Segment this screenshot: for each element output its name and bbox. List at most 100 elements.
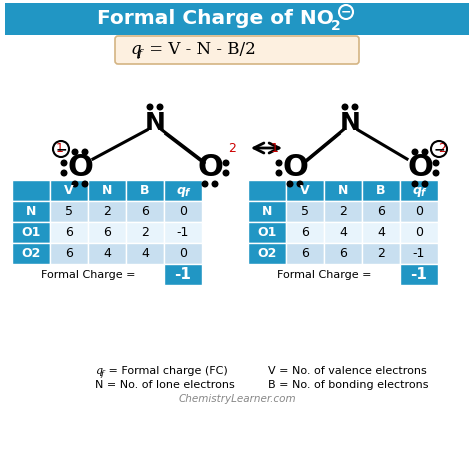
Text: Formal Charge =: Formal Charge = bbox=[41, 270, 135, 280]
Bar bbox=[12, 180, 50, 201]
Text: -1: -1 bbox=[410, 267, 428, 282]
Text: q: q bbox=[176, 184, 185, 197]
Text: V: V bbox=[300, 184, 310, 197]
Circle shape bbox=[352, 104, 358, 110]
Text: 6: 6 bbox=[339, 247, 347, 260]
Text: V = No. of valence electrons: V = No. of valence electrons bbox=[268, 366, 427, 376]
Bar bbox=[400, 201, 438, 222]
Text: O: O bbox=[197, 154, 223, 183]
Circle shape bbox=[422, 149, 428, 155]
Bar bbox=[12, 264, 202, 285]
Text: O2: O2 bbox=[21, 247, 41, 260]
Circle shape bbox=[223, 170, 229, 176]
Circle shape bbox=[82, 149, 88, 155]
Text: 4: 4 bbox=[377, 226, 385, 239]
Text: = Formal charge (FC): = Formal charge (FC) bbox=[105, 366, 228, 376]
Bar bbox=[400, 264, 438, 285]
Bar bbox=[5, 3, 469, 35]
Text: f: f bbox=[421, 188, 425, 198]
Text: 0: 0 bbox=[179, 205, 187, 218]
Text: 0: 0 bbox=[179, 247, 187, 260]
Bar bbox=[324, 201, 362, 222]
Bar bbox=[248, 264, 438, 285]
Circle shape bbox=[147, 104, 153, 110]
Bar bbox=[164, 222, 202, 243]
Text: O2: O2 bbox=[257, 247, 277, 260]
Bar bbox=[88, 222, 126, 243]
Bar bbox=[50, 222, 88, 243]
Bar bbox=[362, 180, 400, 201]
Text: Formal Charge of NO: Formal Charge of NO bbox=[97, 10, 333, 29]
Bar bbox=[400, 180, 438, 201]
Text: q: q bbox=[131, 42, 142, 58]
Bar bbox=[164, 201, 202, 222]
Bar bbox=[362, 243, 400, 264]
Circle shape bbox=[276, 160, 282, 166]
Bar bbox=[400, 243, 438, 264]
Bar bbox=[88, 243, 126, 264]
Text: f: f bbox=[138, 49, 142, 59]
Bar bbox=[88, 180, 126, 201]
Bar bbox=[324, 180, 362, 201]
Bar bbox=[126, 201, 164, 222]
Bar bbox=[248, 180, 286, 201]
Text: 2: 2 bbox=[103, 205, 111, 218]
FancyBboxPatch shape bbox=[115, 36, 359, 64]
Text: 6: 6 bbox=[301, 247, 309, 260]
Text: O1: O1 bbox=[21, 226, 41, 239]
Bar bbox=[126, 243, 164, 264]
Bar bbox=[362, 201, 400, 222]
Circle shape bbox=[433, 170, 439, 176]
Text: N: N bbox=[262, 205, 272, 218]
Bar bbox=[12, 201, 50, 222]
Text: q: q bbox=[95, 366, 102, 376]
Text: N: N bbox=[145, 111, 165, 135]
Text: O: O bbox=[407, 154, 433, 183]
Text: 1: 1 bbox=[271, 141, 279, 154]
Circle shape bbox=[276, 170, 282, 176]
Text: 5: 5 bbox=[301, 205, 309, 218]
Text: 2: 2 bbox=[377, 247, 385, 260]
Text: 6: 6 bbox=[301, 226, 309, 239]
Circle shape bbox=[82, 181, 88, 187]
Circle shape bbox=[61, 160, 67, 166]
Bar bbox=[362, 222, 400, 243]
Text: q: q bbox=[412, 184, 421, 197]
Text: 6: 6 bbox=[65, 226, 73, 239]
Bar bbox=[50, 180, 88, 201]
Text: 4: 4 bbox=[339, 226, 347, 239]
Circle shape bbox=[422, 181, 428, 187]
Text: 6: 6 bbox=[65, 247, 73, 260]
Text: 6: 6 bbox=[141, 205, 149, 218]
Bar bbox=[324, 222, 362, 243]
Text: N: N bbox=[102, 184, 112, 197]
Bar bbox=[286, 222, 324, 243]
Circle shape bbox=[61, 170, 67, 176]
Bar bbox=[50, 201, 88, 222]
Bar bbox=[164, 180, 202, 201]
Text: 2: 2 bbox=[438, 141, 446, 154]
Text: 0: 0 bbox=[415, 205, 423, 218]
Text: O: O bbox=[67, 154, 93, 183]
Bar bbox=[50, 243, 88, 264]
Text: 2: 2 bbox=[331, 19, 341, 33]
Text: B: B bbox=[376, 184, 386, 197]
Text: 4: 4 bbox=[141, 247, 149, 260]
Text: N: N bbox=[339, 111, 360, 135]
Text: V: V bbox=[64, 184, 74, 197]
Text: O: O bbox=[282, 154, 308, 183]
Text: N = No. of lone electrons: N = No. of lone electrons bbox=[95, 380, 235, 390]
Text: f: f bbox=[101, 370, 104, 378]
Circle shape bbox=[412, 181, 418, 187]
Text: f: f bbox=[185, 188, 189, 198]
Text: −: − bbox=[55, 142, 67, 156]
Text: Formal Charge =: Formal Charge = bbox=[277, 270, 371, 280]
Text: ChemistryLearner.com: ChemistryLearner.com bbox=[178, 394, 296, 404]
Circle shape bbox=[223, 160, 229, 166]
Text: O1: O1 bbox=[257, 226, 277, 239]
Text: -1: -1 bbox=[174, 267, 191, 282]
Text: 4: 4 bbox=[103, 247, 111, 260]
Bar bbox=[248, 222, 286, 243]
Circle shape bbox=[412, 149, 418, 155]
Circle shape bbox=[297, 181, 303, 187]
